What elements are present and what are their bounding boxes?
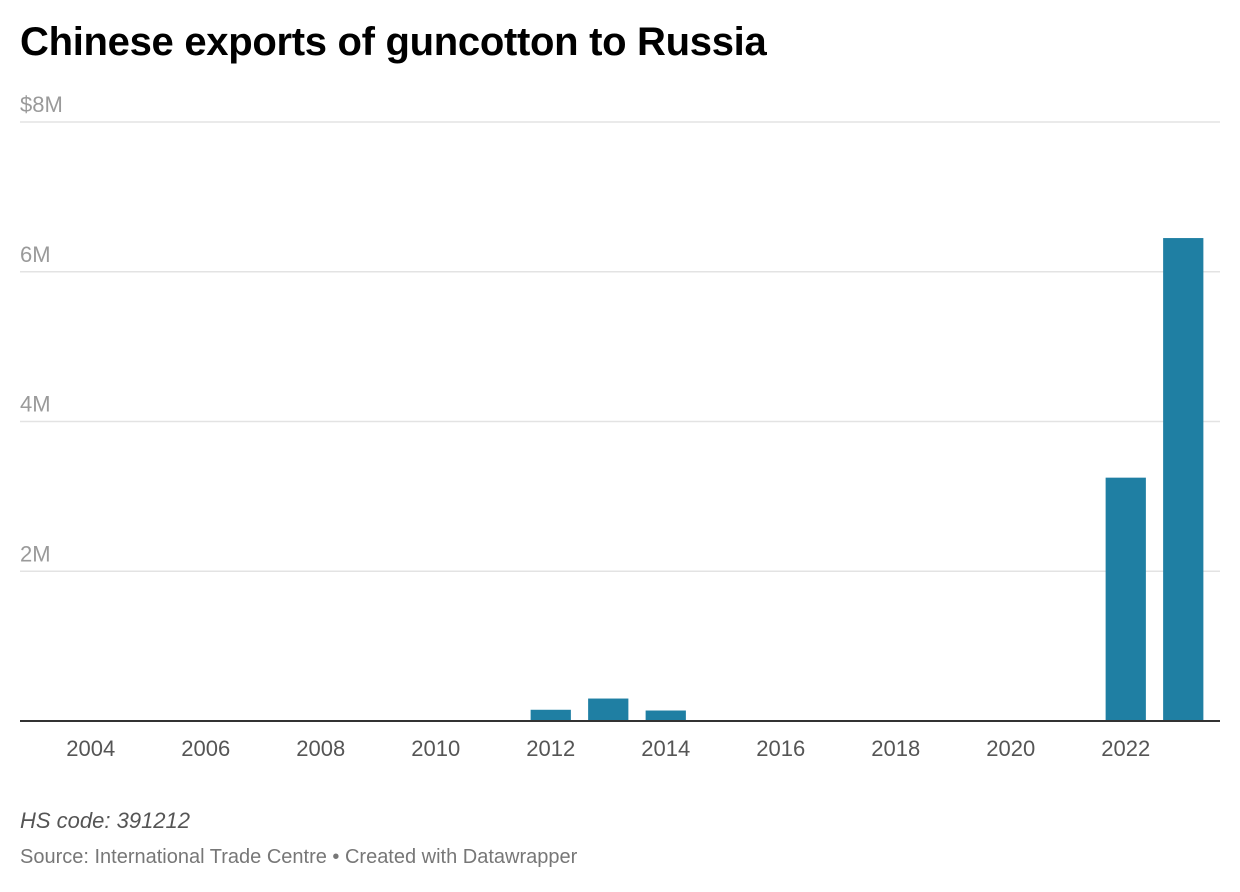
x-tick-label: 2020 — [986, 736, 1035, 761]
x-tick-label: 2022 — [1101, 736, 1150, 761]
bars — [530, 238, 1204, 721]
bar-2013 — [588, 698, 629, 721]
footnote-hs-code: HS code: 391212 — [20, 808, 191, 833]
y-tick-label: 6M — [20, 242, 51, 267]
x-axis-ticks: 2004 2006 2008 2010 2012 2014 2016 2018 2020 2022 — [66, 736, 1150, 761]
bar-2022 — [1105, 477, 1146, 721]
x-tick-label: 2010 — [411, 736, 460, 761]
chart-title: Chinese exports of guncotton to Russia — [20, 20, 767, 64]
bar-2012 — [530, 709, 571, 721]
y-tick-label: $8M — [20, 92, 63, 117]
y-tick-label: 2M — [20, 541, 51, 566]
x-tick-label: 2004 — [66, 736, 115, 761]
y-axis-ticks: 2M 4M 6M $8M — [20, 92, 63, 566]
y-tick-label: 4M — [20, 392, 51, 417]
x-tick-label: 2014 — [641, 736, 690, 761]
bar-2023 — [1163, 238, 1204, 721]
bar-2014 — [645, 710, 686, 721]
x-tick-label: 2008 — [296, 736, 345, 761]
gridlines — [20, 121, 1220, 572]
x-tick-label: 2012 — [526, 736, 575, 761]
x-tick-label: 2006 — [181, 736, 230, 761]
x-tick-label: 2016 — [756, 736, 805, 761]
source-credit: Source: International Trade Centre • Cre… — [20, 846, 578, 868]
x-tick-label: 2018 — [871, 736, 920, 761]
